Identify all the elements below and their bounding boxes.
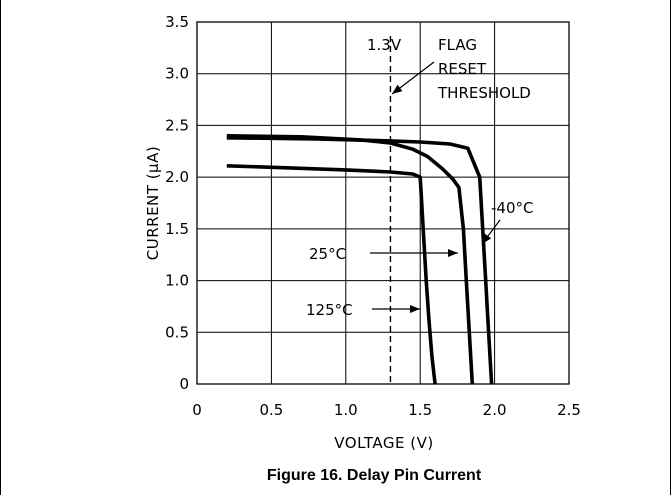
threshold-voltage-label: 1.3V bbox=[367, 36, 402, 54]
y-tick-label-1: 0.5 bbox=[165, 323, 189, 341]
flag-threshold-arrow-head bbox=[392, 84, 403, 94]
y-tick-label-2: 1.0 bbox=[165, 272, 189, 290]
x-tick-label-4: 2.0 bbox=[483, 401, 507, 419]
label-minus40c: -40°C bbox=[491, 199, 533, 217]
figure-caption: Figure 16. Delay Pin Current bbox=[267, 467, 482, 484]
label-125c: 125°C bbox=[306, 301, 353, 319]
y-tick-label-3: 1.5 bbox=[165, 220, 189, 238]
x-tick-label-1: 0.5 bbox=[259, 401, 283, 419]
x-tick-label-5: 2.5 bbox=[557, 401, 581, 419]
label-25c: 25°C bbox=[309, 245, 346, 263]
curve-25c bbox=[226, 134, 475, 385]
y-tick-label-6: 3.0 bbox=[165, 65, 189, 83]
y-tick-labels: 0 0.5 1.0 1.5 2.0 2.5 3.0 3.5 bbox=[165, 13, 189, 393]
curves bbox=[226, 134, 494, 385]
y-tick-label-5: 2.5 bbox=[165, 116, 189, 134]
annotation-arrows bbox=[370, 61, 501, 313]
arrow-125c-head bbox=[410, 305, 420, 313]
y-tick-label-7: 3.5 bbox=[165, 13, 189, 31]
y-axis-title: CURRENT (µA) bbox=[144, 146, 162, 260]
curve-40c bbox=[226, 136, 494, 385]
x-tick-label-0: 0 bbox=[192, 401, 202, 419]
curve-125c bbox=[226, 164, 437, 385]
plot-border-rect bbox=[196, 21, 570, 385]
threshold-label: THRESHOLD bbox=[437, 84, 531, 102]
x-tick-labels: 0 0.5 1.0 1.5 2.0 2.5 bbox=[192, 401, 581, 419]
arrow-25c-head bbox=[448, 249, 458, 257]
arrow-minus40c-head bbox=[482, 233, 492, 244]
x-tick-label-3: 1.5 bbox=[408, 401, 432, 419]
x-tick-label-2: 1.0 bbox=[334, 401, 358, 419]
flag-label: FLAG bbox=[438, 36, 477, 54]
y-tick-label-4: 2.0 bbox=[165, 168, 189, 186]
x-axis-title: VOLTAGE (V) bbox=[334, 434, 433, 452]
y-tick-label-0: 0 bbox=[179, 375, 189, 393]
plot-border bbox=[196, 21, 570, 385]
reset-label: RESET bbox=[438, 60, 487, 78]
